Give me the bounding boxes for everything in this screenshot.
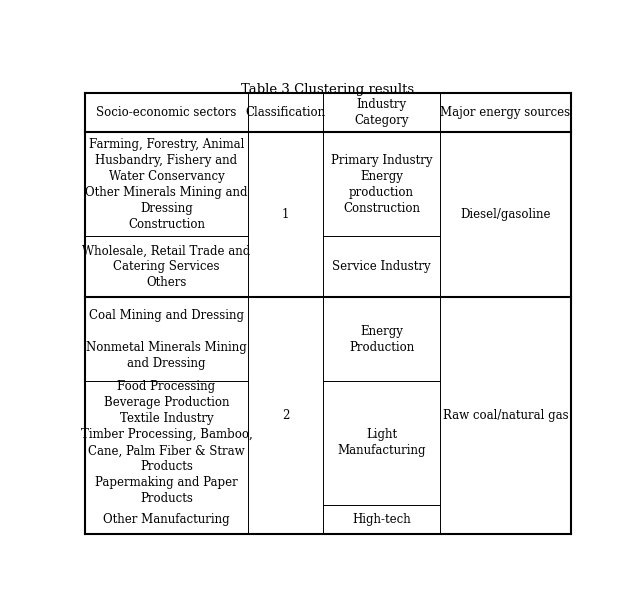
Text: 1: 1 (282, 208, 289, 221)
Text: Other Manufacturing: Other Manufacturing (103, 513, 230, 526)
Text: Light
Manufacturing: Light Manufacturing (337, 429, 426, 458)
Text: Primary Industry
Energy
production
Construction: Primary Industry Energy production Const… (331, 154, 432, 215)
Text: 2: 2 (282, 409, 289, 422)
Text: Major energy sources: Major energy sources (440, 106, 570, 119)
Text: Table 3 Clustering results: Table 3 Clustering results (241, 83, 415, 95)
Text: Food Processing
Beverage Production
Textile Industry
Timber Processing, Bamboo,
: Food Processing Beverage Production Text… (81, 380, 252, 505)
Text: Raw coal/natural gas: Raw coal/natural gas (443, 409, 568, 422)
Text: High-tech: High-tech (352, 513, 411, 526)
Text: Industry
Category: Industry Category (354, 98, 409, 127)
Text: Socio-economic sectors: Socio-economic sectors (96, 106, 237, 119)
Text: Farming, Forestry, Animal
Husbandry, Fishery and
Water Conservancy
Other Mineral: Farming, Forestry, Animal Husbandry, Fis… (85, 137, 248, 231)
Text: Energy
Production: Energy Production (349, 324, 414, 353)
Text: Classification: Classification (245, 106, 326, 119)
Text: Wholesale, Retail Trade and
Catering Services
Others: Wholesale, Retail Trade and Catering Ser… (83, 244, 250, 289)
Text: Service Industry: Service Industry (332, 260, 431, 273)
Text: Diesel/gasoline: Diesel/gasoline (460, 208, 550, 221)
Text: Coal Mining and Dressing

Nonmetal Minerals Mining
and Dressing: Coal Mining and Dressing Nonmetal Minera… (86, 309, 247, 370)
